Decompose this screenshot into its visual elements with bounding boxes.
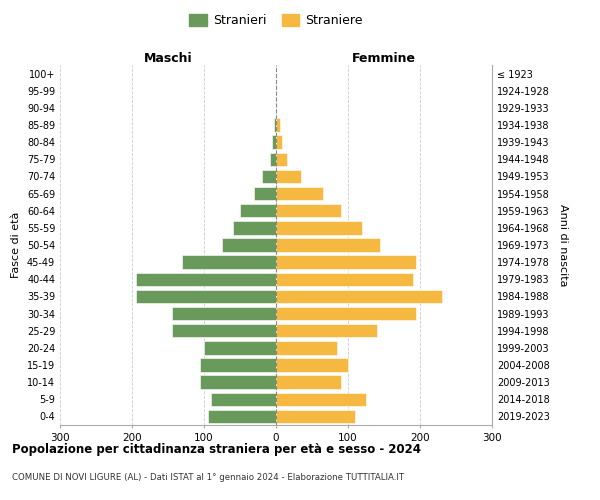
Bar	[233, 221, 276, 234]
Bar	[276, 187, 323, 200]
Bar	[240, 204, 276, 218]
Bar	[222, 238, 276, 252]
Bar	[200, 358, 276, 372]
Text: Maschi: Maschi	[143, 52, 193, 65]
Bar	[276, 410, 355, 423]
Text: COMUNE DI NOVI LIGURE (AL) - Dati ISTAT al 1° gennaio 2024 - Elaborazione TUTTIT: COMUNE DI NOVI LIGURE (AL) - Dati ISTAT …	[12, 472, 404, 482]
Y-axis label: Fasce di età: Fasce di età	[11, 212, 21, 278]
Bar	[276, 136, 282, 149]
Legend: Stranieri, Straniere: Stranieri, Straniere	[187, 11, 365, 30]
Bar	[136, 272, 276, 286]
Bar	[276, 341, 337, 354]
Bar	[182, 256, 276, 269]
Bar	[262, 170, 276, 183]
Y-axis label: Anni di nascita: Anni di nascita	[558, 204, 568, 286]
Bar	[276, 272, 413, 286]
Text: Femmine: Femmine	[352, 52, 416, 65]
Bar	[254, 187, 276, 200]
Bar	[276, 238, 380, 252]
Bar	[276, 290, 442, 303]
Bar	[276, 170, 301, 183]
Bar	[274, 118, 276, 132]
Bar	[276, 358, 348, 372]
Bar	[276, 324, 377, 338]
Bar	[272, 136, 276, 149]
Bar	[276, 392, 366, 406]
Bar	[208, 410, 276, 423]
Bar	[276, 376, 341, 389]
Bar	[270, 152, 276, 166]
Bar	[211, 392, 276, 406]
Bar	[204, 341, 276, 354]
Bar	[276, 221, 362, 234]
Bar	[276, 307, 416, 320]
Bar	[172, 324, 276, 338]
Bar	[200, 376, 276, 389]
Bar	[172, 307, 276, 320]
Bar	[136, 290, 276, 303]
Bar	[276, 118, 280, 132]
Bar	[276, 204, 341, 218]
Text: Popolazione per cittadinanza straniera per età e sesso - 2024: Popolazione per cittadinanza straniera p…	[12, 442, 421, 456]
Bar	[276, 256, 416, 269]
Bar	[276, 152, 287, 166]
